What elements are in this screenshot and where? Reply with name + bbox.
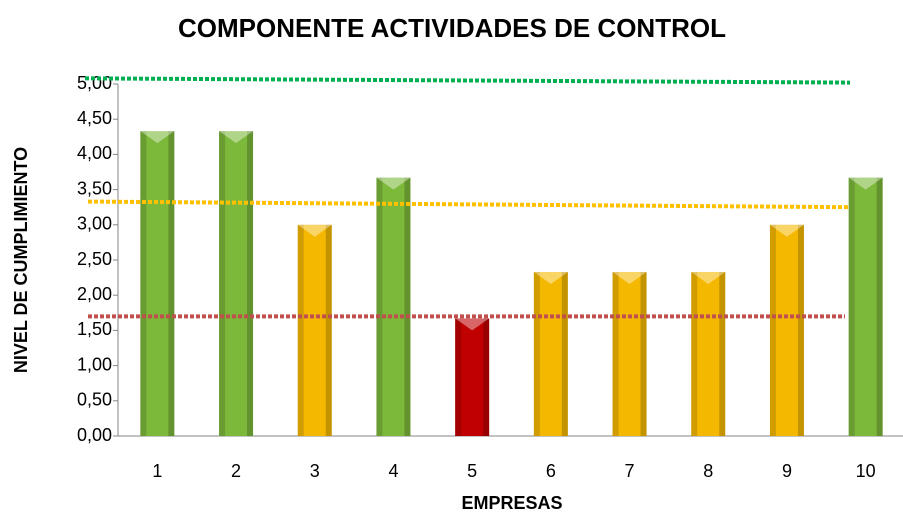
bar — [455, 318, 490, 436]
bar-shade-left — [455, 318, 462, 436]
x-tick-label: 5 — [467, 461, 477, 481]
bar-top — [455, 318, 490, 331]
y-tick-label: 5,00 — [77, 73, 112, 93]
bar-shade-left — [219, 131, 226, 436]
bar-shade-left — [848, 177, 855, 436]
bar — [297, 224, 332, 436]
bar-shade-left — [612, 271, 619, 436]
bar-top — [533, 271, 568, 284]
bar-top — [219, 131, 254, 144]
bar — [533, 271, 568, 436]
x-tick-label: 8 — [703, 461, 713, 481]
bar-shade-right — [561, 271, 568, 436]
bar-shade-left — [769, 224, 776, 436]
y-tick-label: 3,00 — [77, 214, 112, 234]
bar — [769, 224, 804, 436]
bar-shade-right — [247, 131, 254, 436]
bar-top — [376, 177, 411, 190]
bar-shade-right — [719, 271, 726, 436]
y-tick-label: 2,50 — [77, 249, 112, 269]
bar — [140, 131, 175, 436]
y-tick-label: 1,00 — [77, 354, 112, 374]
bar-shade-left — [140, 131, 147, 436]
bar-shade-left — [691, 271, 698, 436]
x-tick-label: 1 — [152, 461, 162, 481]
x-tick-label: 9 — [782, 461, 792, 481]
y-tick-label: 4,50 — [77, 108, 112, 128]
bar-shade-left — [376, 177, 383, 436]
reference-line — [84, 76, 851, 85]
y-tick-label: 0,50 — [77, 390, 112, 410]
bar — [691, 271, 726, 436]
bar — [612, 271, 647, 436]
bar-shade-right — [404, 177, 411, 436]
bar-shade-right — [797, 224, 804, 436]
bar — [848, 177, 883, 436]
y-tick-label: 3,50 — [77, 178, 112, 198]
y-tick-label: 2,00 — [77, 284, 112, 304]
y-tick-label: 0,00 — [77, 425, 112, 445]
bar-shade-left — [533, 271, 540, 436]
bar-shade-right — [483, 318, 490, 436]
y-tick-label: 4,00 — [77, 143, 112, 163]
bar-shade-right — [168, 131, 175, 436]
x-tick-label: 3 — [310, 461, 320, 481]
x-axis-label: EMPRESAS — [461, 493, 562, 513]
x-tick-label: 6 — [546, 461, 556, 481]
bar-shade-right — [876, 177, 883, 436]
bar — [376, 177, 411, 436]
y-axis-label: NIVEL DE CUMPLIMIENTO — [11, 147, 31, 373]
x-tick-label: 7 — [625, 461, 635, 481]
bar-top — [297, 224, 332, 237]
bar-top — [140, 131, 175, 144]
bar — [219, 131, 254, 436]
bar-top — [691, 271, 726, 284]
bar-top — [612, 271, 647, 284]
reference-line — [87, 199, 851, 210]
y-tick-label: 1,50 — [77, 319, 112, 339]
chart-title: COMPONENTE ACTIVIDADES DE CONTROL — [178, 13, 726, 43]
bar-shade-right — [640, 271, 647, 436]
bar-top — [769, 224, 804, 237]
bar-top — [848, 177, 883, 190]
x-tick-label: 2 — [231, 461, 241, 481]
x-tick-label: 4 — [388, 461, 398, 481]
bar-shade-right — [325, 224, 332, 436]
bar-shade-left — [297, 224, 304, 436]
x-tick-label: 10 — [856, 461, 876, 481]
